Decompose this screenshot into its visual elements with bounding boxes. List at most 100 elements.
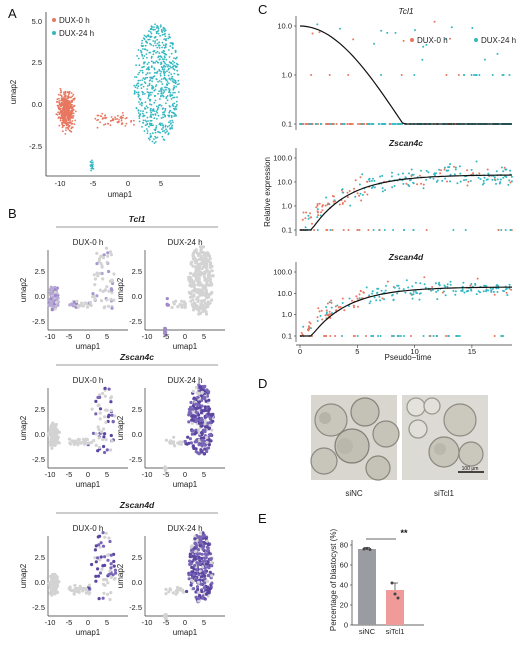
b-cell-point — [188, 555, 192, 559]
c-cell-point — [352, 304, 355, 307]
umap-a-point-dux24 — [153, 68, 156, 71]
c-cell-point — [352, 38, 355, 41]
c-cell-point — [372, 123, 375, 125]
b-cell-point — [100, 567, 104, 571]
umap-a-point-dux24 — [155, 51, 158, 54]
b-cell-point — [199, 541, 203, 545]
c-cell-point — [301, 218, 304, 221]
umap-a-point-dux24 — [145, 40, 147, 42]
b-cell-point — [75, 590, 80, 594]
umap-a-point-dux24 — [172, 81, 175, 84]
umap-a-point-dux0 — [65, 106, 68, 109]
c-cell-point — [456, 335, 459, 337]
c-cell-point — [497, 284, 500, 287]
c-cell-point — [402, 39, 405, 42]
c-xtick: 15 — [468, 347, 476, 356]
b-cell-point — [93, 548, 97, 552]
umap-a-point-dux0 — [64, 133, 67, 135]
c-cell-point — [347, 229, 350, 231]
c-cell-point — [317, 307, 320, 310]
c-cell-point — [393, 185, 396, 187]
b-condition-title: DUX-24 h — [167, 376, 202, 385]
b-cell-point — [194, 576, 198, 580]
c-cell-point — [354, 195, 357, 198]
b-cell-point — [203, 278, 207, 282]
umap-a-point-dux24 — [151, 77, 154, 80]
c-cell-point — [431, 286, 434, 288]
c-cell-point — [331, 229, 334, 231]
c-cell-point — [385, 284, 387, 287]
b-cell-point — [198, 543, 202, 547]
c-cell-point — [324, 314, 327, 317]
umap-a-point-dux24 — [172, 88, 175, 91]
c-cell-point — [478, 74, 481, 76]
b-cell-point — [199, 416, 204, 420]
c-xtick: 5 — [355, 347, 359, 356]
umap-a-point-dux24 — [153, 101, 156, 104]
b-cell-point — [67, 586, 71, 591]
c-cell-point — [424, 286, 427, 289]
umap-a-point-dux24 — [137, 95, 140, 98]
umap-a-point-dux24 — [154, 128, 157, 131]
umap-a-point-dux24 — [145, 53, 148, 55]
c-cell-point — [373, 179, 376, 182]
umap-a-point-dux24 — [142, 77, 145, 79]
c-cell-point — [381, 187, 384, 190]
umap-a-point-dux24 — [173, 68, 176, 71]
umap-a-point-dux24 — [159, 74, 162, 77]
b-cell-point — [207, 398, 211, 402]
b-cell-point — [187, 420, 191, 424]
umap-a-point-dux24 — [173, 102, 176, 105]
umap-a-point-dux24 — [141, 55, 144, 57]
c-cell-point — [397, 123, 400, 125]
c-cell-point — [405, 182, 408, 185]
umap-a-point-dux24 — [169, 127, 172, 130]
b-cell-point — [192, 587, 196, 591]
umap-a-point-dux24 — [172, 60, 174, 62]
c-cell-point — [470, 283, 473, 285]
b-cell-point — [98, 534, 102, 538]
umap-a-point-dux24 — [155, 60, 158, 62]
b-cell-point — [196, 548, 200, 552]
b-cell-point — [53, 290, 57, 294]
umap-a-point-dux24 — [137, 93, 140, 95]
c-cell-point — [454, 168, 457, 171]
umap-a-point-dux24 — [146, 106, 149, 109]
umap-a-point-dux0 — [65, 119, 68, 121]
c-cell-point — [347, 74, 350, 76]
c-cell-point — [444, 285, 447, 288]
c-cell-point — [321, 204, 324, 207]
umap-a-point-dux24 — [147, 34, 150, 36]
umap-a-point-dux0 — [67, 115, 70, 118]
b-cell-point — [105, 285, 109, 289]
c-cell-point — [317, 123, 319, 125]
umap-a-point-dux24 — [90, 164, 93, 167]
b-xlabel: umap1 — [76, 480, 101, 489]
c-cell-point — [402, 288, 405, 291]
b-cell-point — [195, 568, 199, 572]
umap-a-point-dux24 — [165, 53, 168, 56]
panel-a-letter: A — [8, 6, 17, 21]
umap-a-point-dux24 — [153, 117, 156, 120]
c-cell-point — [336, 304, 339, 307]
b-cell-point — [112, 272, 116, 276]
umap-a-point-dux24 — [154, 35, 157, 38]
b-cell-point — [188, 271, 193, 275]
umap-a-point-dux24 — [151, 80, 154, 83]
c-cell-point — [307, 214, 310, 217]
umap-a-point-dux24 — [161, 135, 164, 138]
umap-a-point-dux24 — [164, 65, 167, 68]
b-cell-point — [204, 288, 208, 293]
umap-a-point-dux24 — [141, 71, 144, 74]
b-cell-point — [197, 312, 202, 316]
b-cell-point — [205, 254, 209, 258]
umap-a-point-dux24 — [171, 80, 174, 83]
c-cell-point — [482, 179, 485, 182]
umap-a-point-dux24 — [160, 28, 163, 31]
c-cell-point — [358, 293, 361, 296]
umap-a-point-dux24 — [141, 42, 143, 45]
c-cell-point — [341, 188, 344, 191]
c-cell-point — [315, 123, 318, 125]
umap-a-point-dux24 — [169, 79, 172, 81]
b-cell-point — [191, 579, 195, 583]
